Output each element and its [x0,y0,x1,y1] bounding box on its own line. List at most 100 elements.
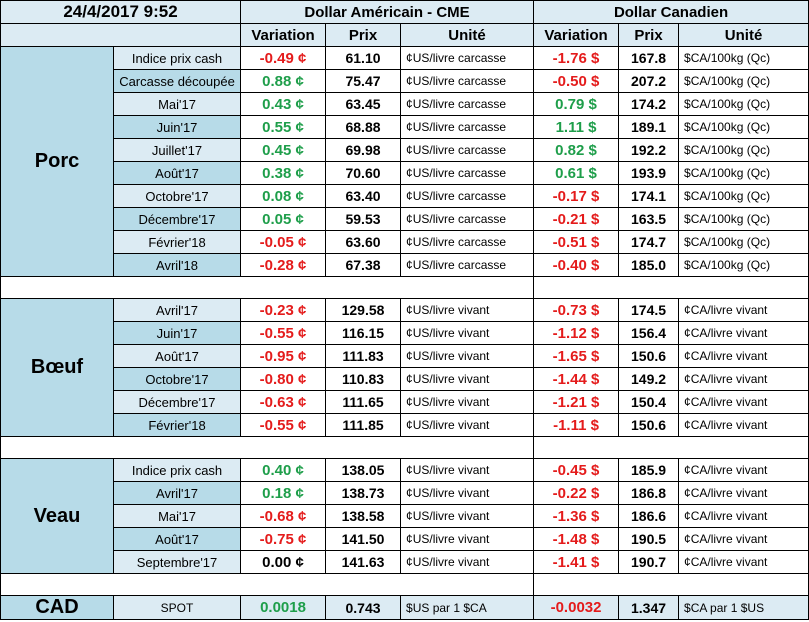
usd-price: 68.88 [325,115,402,139]
contract-label: Août'17 [112,161,242,185]
cad-variation: 0.82 $ [533,138,620,162]
usd-variation: 0.55 ¢ [240,115,327,139]
usd-unit: ¢US/livre vivant [400,458,535,482]
cad-price: 190.5 [618,527,680,551]
table-row: Carcasse découpée 0.88 ¢ 75.47 ¢US/livre ca… [1,69,809,93]
table-row: Octobre'17 -0.80 ¢ 110.83 ¢US/livre vivant -… [1,367,809,391]
contract-label: Juin'17 [112,321,242,345]
cad-variation: 0.61 $ [533,161,620,185]
cad-price: 186.8 [618,481,680,505]
cad-spot-row: CAD SPOT 0.0018 0.743 $US par 1 $CA -0.0032 1.… [0,595,809,620]
table-row: Août'17 -0.95 ¢ 111.83 ¢US/livre vivant -1.6… [1,344,809,368]
cad-unit: $CA/100kg (Qc) [678,115,809,139]
table-row: Septembre'17 0.00 ¢ 141.63 ¢US/livre vivant… [1,550,809,574]
usd-price: 67.38 [325,253,402,277]
table-row: Bœuf Avril'17 -0.23 ¢ 129.58 ¢US/livre vivan… [0,298,809,437]
usd-price: 70.60 [325,161,402,185]
cad-unit: ¢CA/livre vivant [678,458,809,482]
cad-variation: -1.76 $ [533,46,620,70]
usd-price: 141.63 [325,550,402,574]
cad-unit: $CA/100kg (Qc) [678,184,809,208]
cad-price: 192.2 [618,138,680,162]
usd-unite-header: Unité [400,23,535,47]
table-row: Février'18 -0.55 ¢ 111.85 ¢US/livre vivant -… [1,413,809,437]
usd-unit: ¢US/livre carcasse [400,184,535,208]
cad-variation: -1.12 $ [533,321,620,345]
spacer-row [0,276,809,299]
cad-price: 185.9 [618,458,680,482]
contract-label: Juin'17 [112,115,242,139]
usd-price: 61.10 [325,46,402,70]
usd-variation: 0.88 ¢ [240,69,327,93]
usd-variation: -0.55 ¢ [240,413,327,437]
cad-price: 156.4 [618,321,680,345]
contract-label: Mai'17 [112,504,242,528]
cad-unit: ¢CA/livre vivant [678,504,809,528]
usd-variation: -0.75 ¢ [240,527,327,551]
cad-spot-price: 1.347 [618,595,680,620]
usd-price: 69.98 [325,138,402,162]
contract-label: Carcasse découpée [112,69,242,93]
header-spacer [0,23,242,47]
cad-label: CAD [0,595,114,620]
usd-unit: ¢US/livre carcasse [400,253,535,277]
usd-variation: 0.38 ¢ [240,161,327,185]
usd-unit: ¢US/livre vivant [400,367,535,391]
usd-variation: -0.05 ¢ [240,230,327,254]
cad-variation: -0.51 $ [533,230,620,254]
usd-unit: ¢US/livre carcasse [400,207,535,231]
cad-unit: ¢CA/livre vivant [678,321,809,345]
usd-variation: -0.28 ¢ [240,253,327,277]
contract-label: Février'18 [112,413,242,437]
cad-unit: ¢CA/livre vivant [678,527,809,551]
usd-unit: ¢US/livre carcasse [400,92,535,116]
cad-section-title: Dollar Canadien [533,0,809,24]
table-row: Décembre'17 -0.63 ¢ 111.65 ¢US/livre vivant… [1,390,809,414]
spot-label: SPOT [112,595,242,620]
usd-price: 111.65 [325,390,402,414]
usd-unit: ¢US/livre vivant [400,298,535,322]
contract-label: Décembre'17 [112,390,242,414]
cad-price: 207.2 [618,69,680,93]
cad-unit: ¢CA/livre vivant [678,481,809,505]
cad-variation: -0.21 $ [533,207,620,231]
cad-variation-header: Variation [533,23,620,47]
usd-spot-variation: 0.0018 [240,595,327,620]
contract-label: Mai'17 [112,92,242,116]
usd-variation: 0.40 ¢ [240,458,327,482]
contract-label: Octobre'17 [112,367,242,391]
table-row: Août'17 0.38 ¢ 70.60 ¢US/livre carcasse 0.61… [1,161,809,185]
contract-label: Avril'17 [112,481,242,505]
cad-variation: -1.44 $ [533,367,620,391]
cad-unit: ¢CA/livre vivant [678,298,809,322]
usd-unit: ¢US/livre vivant [400,504,535,528]
cad-price: 167.8 [618,46,680,70]
usd-price: 63.40 [325,184,402,208]
cad-variation: -1.11 $ [533,413,620,437]
cad-unit: $CA/100kg (Qc) [678,46,809,70]
spacer-cell [0,276,535,299]
cad-variation: -1.41 $ [533,550,620,574]
usd-variation: 0.05 ¢ [240,207,327,231]
table-row: Août'17 -0.75 ¢ 141.50 ¢US/livre vivant -1.4… [1,527,809,551]
contract-label: Indice prix cash [112,458,242,482]
usd-variation: -0.63 ¢ [240,390,327,414]
cad-variation: -0.45 $ [533,458,620,482]
usd-price: 116.15 [325,321,402,345]
cad-unit: $CA/100kg (Qc) [678,138,809,162]
table-row: Mai'17 0.43 ¢ 63.45 ¢US/livre carcasse 0.79 … [1,92,809,116]
usd-unit: ¢US/livre carcasse [400,161,535,185]
contract-label: Août'17 [112,344,242,368]
usd-price: 63.60 [325,230,402,254]
cad-price: 186.6 [618,504,680,528]
cad-unit: $CA/100kg (Qc) [678,207,809,231]
contract-label: Indice prix cash [112,46,242,70]
cad-price: 174.2 [618,92,680,116]
spacer-cell [0,573,535,596]
usd-price: 111.85 [325,413,402,437]
usd-unit: ¢US/livre vivant [400,321,535,345]
cad-price: 163.5 [618,207,680,231]
contract-label: Avril'18 [112,253,242,277]
usd-unit: ¢US/livre carcasse [400,46,535,70]
